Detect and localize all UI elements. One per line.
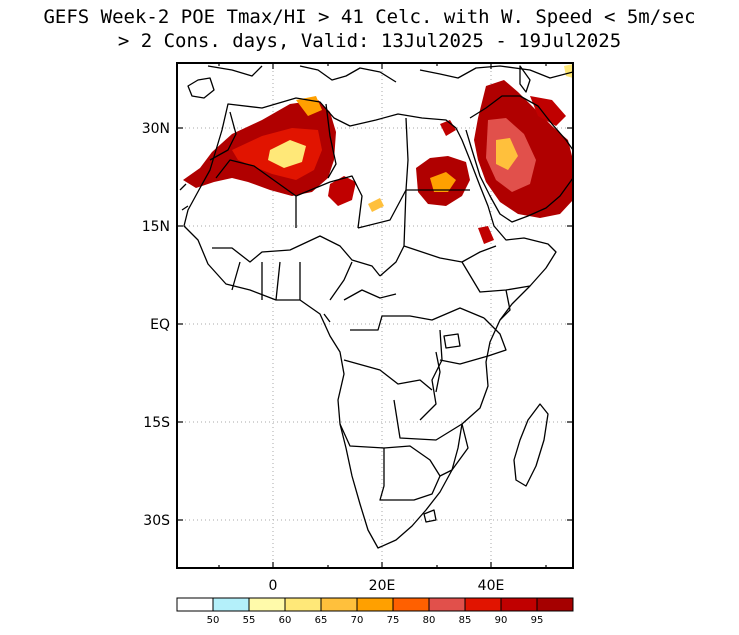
- caspian: [519, 65, 531, 93]
- colorbar-swatch: [428, 597, 466, 612]
- y-tick-label: 15S: [143, 415, 170, 431]
- shading-iraq: [530, 96, 566, 126]
- colorbar-label: 65: [315, 615, 328, 626]
- y-axis-labels: 30N 15N EQ 15S 30S: [142, 121, 170, 529]
- border-tanzania-kenya: [439, 317, 507, 365]
- shading-egypt-sudan-inner: [430, 172, 456, 192]
- x-tick-label: 40E: [478, 578, 505, 594]
- border-congo: [350, 307, 485, 331]
- y-tick-label: EQ: [150, 317, 170, 333]
- y-tick-label: 30N: [142, 121, 170, 137]
- colorbar-label: 95: [531, 615, 544, 626]
- europe-coast: [207, 65, 573, 83]
- border-morocco-algeria: [209, 111, 237, 161]
- africa-coastline: [183, 97, 557, 549]
- border-sudan-south: [403, 245, 497, 263]
- colorbar-swatch: [500, 597, 538, 612]
- colorbar-swatch: [356, 597, 394, 612]
- border-libya-egypt: [405, 117, 409, 191]
- colorbar-label: 85: [459, 615, 472, 626]
- border-algeria-libya: [325, 103, 337, 179]
- colorbar-label: 50: [207, 615, 220, 626]
- border-namibia: [339, 423, 396, 501]
- iberia: [187, 77, 215, 99]
- border-angola-zambia: [393, 399, 463, 441]
- y-tick-label: 15N: [142, 219, 170, 235]
- shading-sahara-west-core: [268, 140, 306, 168]
- arabia-outline: [465, 95, 573, 223]
- colorbar-label: 80: [423, 615, 436, 626]
- shading-libya: [328, 176, 356, 206]
- border-gulf-guinea: [231, 261, 301, 301]
- border-mozambique: [439, 423, 469, 477]
- border-botswana: [383, 445, 441, 501]
- colorbar-label: 60: [279, 615, 292, 626]
- colorbar-label: 55: [243, 615, 256, 626]
- border-niger-chad: [357, 189, 407, 229]
- colorbar: [176, 597, 574, 612]
- border-chad-sudan: [379, 189, 407, 277]
- axis-ticks: [177, 63, 573, 568]
- madagascar: [513, 403, 549, 487]
- lake-victoria: [443, 333, 461, 349]
- country-borders: [179, 65, 573, 549]
- x-axis-labels: 0 20E 40E: [269, 578, 505, 594]
- colorbar-label: 90: [495, 615, 508, 626]
- x-tick-label: 0: [269, 578, 278, 594]
- border-nigeria-cameroon: [329, 261, 397, 301]
- colorbar-swatch: [212, 597, 250, 612]
- colorbar-swatch: [536, 597, 574, 612]
- shading-arabia-core: [496, 138, 518, 170]
- shading-east-sudan: [478, 226, 494, 244]
- colorbar-swatch: [284, 597, 322, 612]
- lesotho: [423, 509, 437, 523]
- border-ethiopia: [461, 261, 531, 293]
- border-sahel-west: [212, 235, 381, 277]
- colorbar-swatch: [464, 597, 502, 612]
- colorbar-swatch: [176, 597, 214, 612]
- shading-northern-tip: [564, 64, 573, 78]
- border-mauritania-mali: [215, 159, 297, 228]
- colorbar-labels: 50 55 60 65 70 75 80 85 90 95: [207, 615, 544, 626]
- map-frame: [176, 62, 574, 569]
- colorbar-swatch: [248, 597, 286, 612]
- colorbar-swatch: [392, 597, 430, 612]
- islands-west: [179, 183, 331, 323]
- border-drc-south: [343, 359, 433, 391]
- colorbar-swatch: [320, 597, 358, 612]
- border-mali-niger: [295, 175, 363, 229]
- map-title-line-2: > 2 Cons. days, Valid: 13Jul2025 - 19Jul…: [117, 30, 622, 52]
- colorbar-label: 70: [351, 615, 364, 626]
- x-tick-label: 20E: [369, 578, 396, 594]
- border-somalia: [499, 289, 511, 321]
- map-title-line-1: GEFS Week-2 POE Tmax/HI > 41 Celc. with …: [43, 6, 696, 28]
- colorbar-label: 75: [387, 615, 400, 626]
- border-drc-east: [419, 329, 443, 421]
- probability-shading: [183, 64, 573, 244]
- lake-tanganyika: [435, 351, 441, 393]
- y-tick-label: 30S: [143, 513, 170, 529]
- shading-chad: [368, 198, 384, 212]
